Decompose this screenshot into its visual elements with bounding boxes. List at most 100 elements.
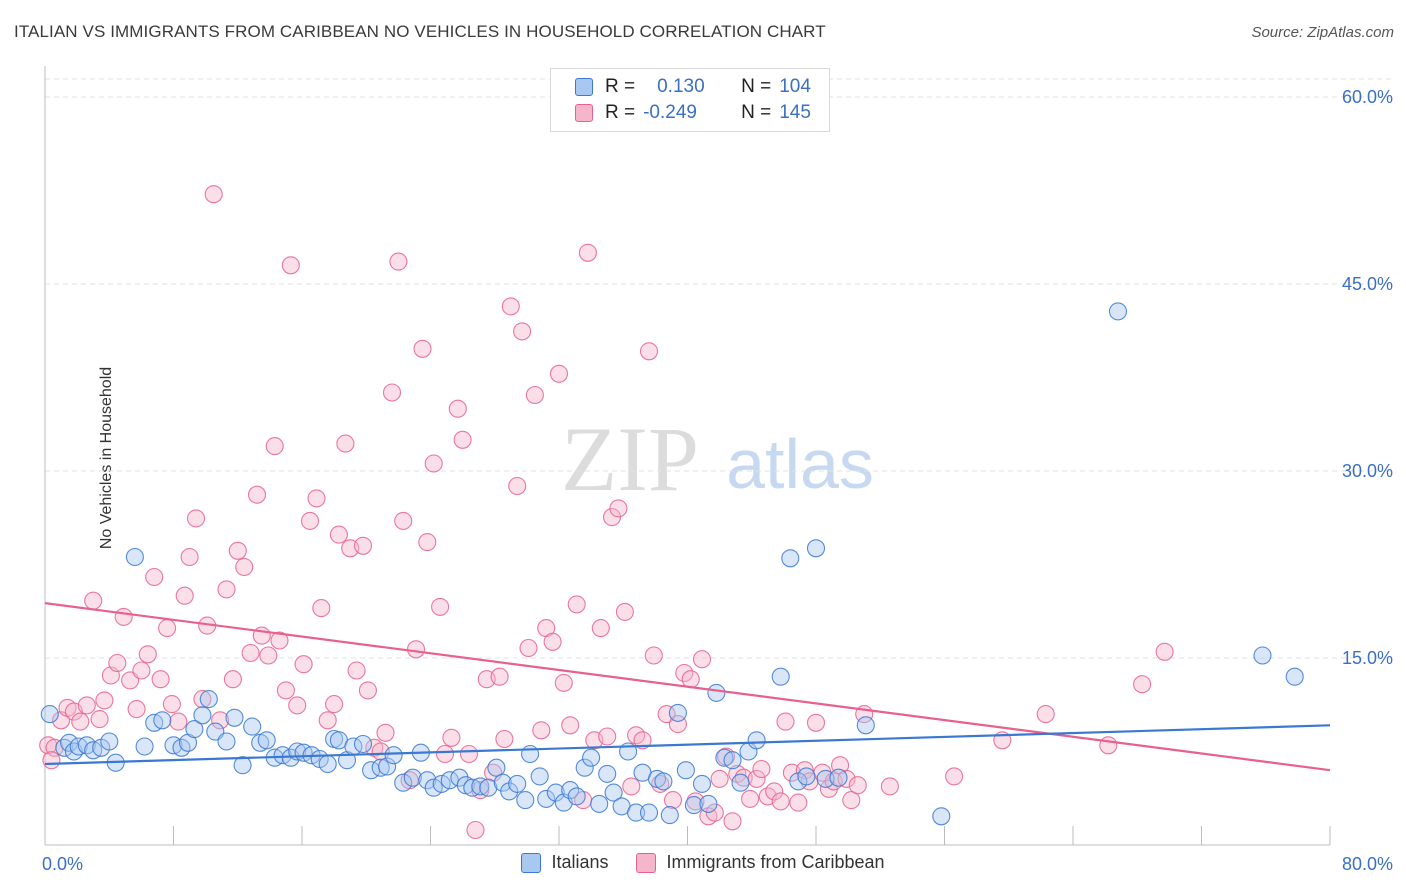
caribbean-point <box>1036 705 1055 724</box>
legend-swatch-pink <box>636 852 657 873</box>
caribbean-point <box>307 489 326 508</box>
legend-item-italians: Italians <box>521 852 608 873</box>
italians-point <box>567 787 586 806</box>
caribbean-point <box>789 793 808 812</box>
legend-r-label: R = <box>605 76 636 97</box>
legend-swatch-pink <box>575 104 593 122</box>
caribbean-point <box>270 631 289 650</box>
italians-point <box>508 774 527 793</box>
caribbean-point <box>281 256 300 275</box>
watermark-atlas: atlas <box>726 425 874 503</box>
italians-point <box>100 732 119 751</box>
caribbean-point <box>513 322 532 341</box>
source-credit: Source: ZipAtlas.com <box>1251 24 1394 41</box>
caribbean-point <box>532 721 551 740</box>
caribbean-point <box>752 759 771 779</box>
italians-point <box>707 683 726 702</box>
caribbean-point <box>651 774 670 793</box>
caribbean-point <box>71 712 90 731</box>
italians-point <box>575 758 594 777</box>
italians-point <box>521 744 540 764</box>
caribbean-point <box>300 511 320 530</box>
caribbean-point <box>842 791 861 810</box>
caribbean-point <box>77 696 96 715</box>
italians-point <box>225 708 244 727</box>
caribbean-point <box>501 297 520 316</box>
caribbean-point <box>710 769 729 788</box>
caribbean-point <box>389 252 408 271</box>
caribbean-point <box>418 533 437 552</box>
italians-point <box>353 734 373 754</box>
italians-point <box>185 720 204 739</box>
series-caribbean <box>39 185 1174 840</box>
caribbean-point <box>42 751 61 770</box>
italians-point <box>450 768 469 787</box>
caribbean-point <box>466 820 485 840</box>
italians-point <box>55 738 74 757</box>
caribbean-point <box>108 653 127 673</box>
caribbean-point <box>543 632 562 651</box>
caribbean-point <box>741 789 760 808</box>
italians-point <box>598 764 617 783</box>
caribbean-point <box>495 729 514 749</box>
y-tick-label: 30.0% <box>1342 461 1393 481</box>
caribbean-point <box>578 243 597 262</box>
italians-point <box>418 771 437 790</box>
legend-row-italians: R = 0.130 N = 104 <box>575 75 811 99</box>
italians-point <box>816 769 835 788</box>
caribbean-point <box>795 761 814 780</box>
caribbean-point <box>193 690 212 709</box>
chart-title: ITALIAN VS IMMIGRANTS FROM CARIBBEAN NO … <box>14 22 826 41</box>
italians-point <box>233 756 252 775</box>
italians-point <box>125 547 144 567</box>
caribbean-point <box>294 655 313 674</box>
caribbean-point <box>442 728 461 747</box>
caribbean-point <box>145 567 164 587</box>
italians-point <box>781 549 800 568</box>
trend-lines <box>44 602 1331 772</box>
italians-point <box>561 781 580 800</box>
italians-point <box>582 748 601 767</box>
caribbean-point <box>609 499 628 518</box>
caribbean-point <box>431 597 450 616</box>
caribbean-point <box>247 485 267 504</box>
caribbean-point <box>525 385 544 405</box>
legend-label-caribbean: Immigrants from Caribbean <box>666 852 885 872</box>
italians-point <box>856 716 875 735</box>
caribbean-point <box>723 812 742 831</box>
italians-point <box>660 806 679 825</box>
caribbean-point <box>406 640 426 659</box>
caribbean-point <box>771 792 790 811</box>
italians-point <box>243 717 262 736</box>
italians-point <box>668 703 687 722</box>
caribbean-point <box>228 541 247 560</box>
italians-point <box>60 733 79 752</box>
caribbean-point <box>644 646 663 665</box>
italians-point <box>530 767 549 786</box>
caribbean-point <box>90 710 109 729</box>
caribbean-point <box>490 667 509 686</box>
caribbean-point <box>633 731 652 750</box>
caribbean-point <box>692 650 712 669</box>
caribbean-point <box>265 437 284 456</box>
italians-point <box>932 807 951 826</box>
caribbean-point <box>336 434 355 453</box>
italians-point <box>217 732 236 751</box>
caribbean-point <box>1099 736 1118 755</box>
caribbean-point <box>448 399 467 418</box>
caribbean-point <box>435 744 455 764</box>
legend-n-value: 104 <box>779 76 811 97</box>
axes <box>44 66 1331 846</box>
italians-point <box>654 772 673 791</box>
caribbean-point <box>561 716 580 735</box>
caribbean-point <box>519 638 538 658</box>
watermark: ZIP atlas <box>561 408 874 510</box>
caribbean-point <box>241 643 260 663</box>
italians-point <box>829 768 848 787</box>
caribbean-point <box>1155 642 1174 661</box>
italians-point <box>487 758 506 777</box>
caribbean-point <box>151 670 170 689</box>
italians-point <box>604 783 623 802</box>
caribbean-point <box>276 681 295 700</box>
tick-labels: 15.0% 30.0% 45.0% 60.0% 0.0% 80.0% <box>42 87 1393 874</box>
